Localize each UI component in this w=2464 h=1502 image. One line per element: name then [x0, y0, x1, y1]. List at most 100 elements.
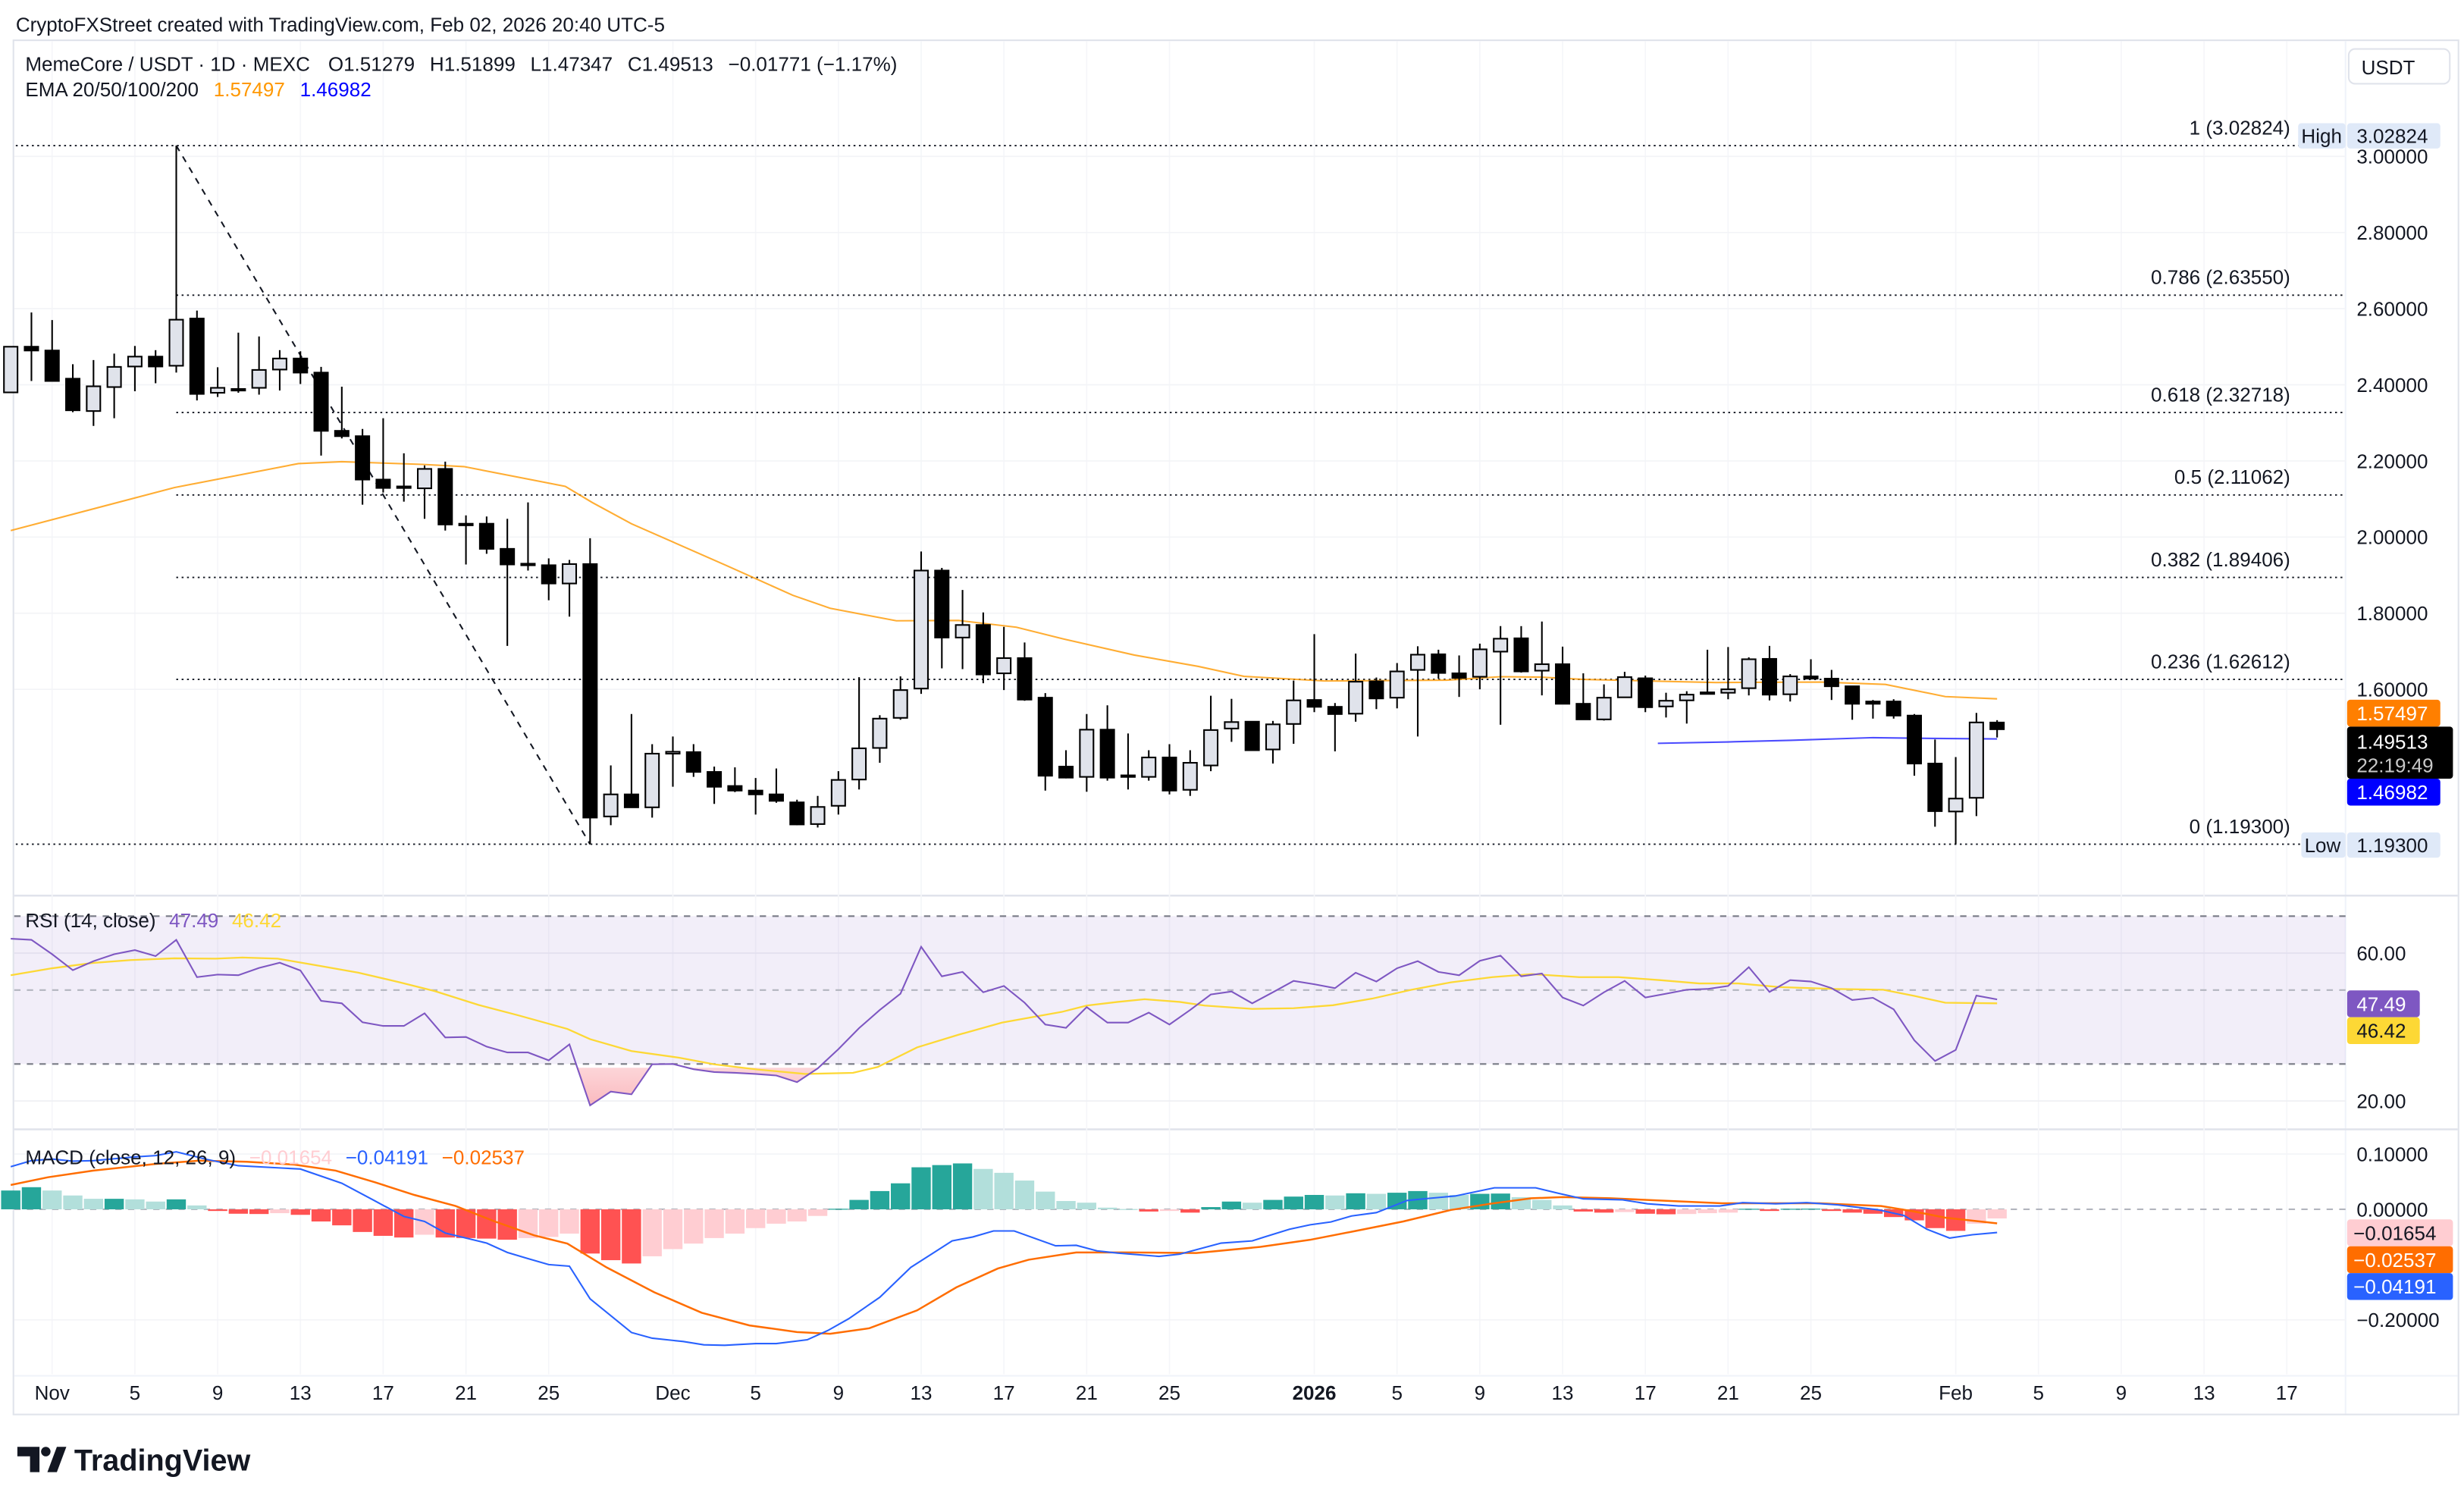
candle[interactable]: [748, 778, 763, 815]
candle[interactable]: [1534, 621, 1550, 696]
macd-histogram-bar[interactable]: [1760, 1209, 1779, 1212]
macd-histogram-bar[interactable]: [622, 1209, 641, 1264]
macd-histogram-bar[interactable]: [1615, 1209, 1635, 1212]
macd-histogram-bar[interactable]: [1242, 1203, 1262, 1209]
macd-histogram-bar[interactable]: [1139, 1209, 1158, 1212]
macd-histogram-bar[interactable]: [187, 1205, 207, 1209]
candle[interactable]: [851, 677, 867, 790]
candle[interactable]: [1389, 663, 1405, 709]
macd-histogram-bar[interactable]: [663, 1209, 683, 1250]
ema-legend[interactable]: EMA 20/50/100/200 1.57497 1.46982: [25, 78, 371, 101]
candle[interactable]: [251, 336, 267, 395]
candle[interactable]: [1409, 646, 1425, 737]
macd-histogram-bar[interactable]: [21, 1187, 42, 1209]
candle[interactable]: [872, 715, 888, 764]
candle[interactable]: [106, 353, 122, 419]
macd-histogram-bar[interactable]: [1014, 1181, 1035, 1209]
candle[interactable]: [1823, 669, 1839, 701]
candle[interactable]: [500, 519, 516, 646]
macd-histogram-bar[interactable]: [83, 1199, 104, 1209]
macd-histogram-bar[interactable]: [42, 1190, 62, 1209]
macd-histogram-bar[interactable]: [787, 1209, 807, 1222]
macd-histogram-bar[interactable]: [684, 1209, 704, 1244]
macd-pane[interactable]: [1, 1151, 2346, 1347]
candle[interactable]: [644, 744, 660, 818]
candle[interactable]: [892, 676, 908, 720]
macd-histogram-bar[interactable]: [849, 1199, 869, 1209]
macd-histogram-bar[interactable]: [1056, 1201, 1076, 1209]
macd-signal-line[interactable]: [10, 1159, 1998, 1335]
macd-histogram-bar[interactable]: [477, 1209, 497, 1239]
macd-histogram-bar[interactable]: [973, 1168, 993, 1209]
candle[interactable]: [1513, 626, 1529, 673]
candle[interactable]: [478, 516, 494, 554]
macd-histogram-bar[interactable]: [104, 1199, 124, 1209]
macd-histogram-bar[interactable]: [1449, 1195, 1469, 1209]
candle[interactable]: [541, 558, 556, 600]
macd-histogram-bar[interactable]: [146, 1201, 165, 1209]
candle[interactable]: [1555, 646, 1571, 705]
macd-line[interactable]: [10, 1151, 1998, 1347]
candle[interactable]: [727, 767, 743, 792]
candle[interactable]: [293, 351, 309, 384]
candle[interactable]: [334, 386, 350, 439]
macd-legend[interactable]: MACD (close, 12, 26, 9) −0.01654 −0.0419…: [25, 1146, 525, 1168]
macd-histogram-bar[interactable]: [1635, 1209, 1655, 1214]
macd-histogram-bar[interactable]: [952, 1163, 973, 1209]
macd-histogram-bar[interactable]: [1097, 1207, 1118, 1209]
macd-histogram-bar[interactable]: [1491, 1193, 1510, 1209]
candle[interactable]: [271, 350, 287, 391]
candle[interactable]: [396, 453, 412, 502]
candle[interactable]: [355, 428, 371, 505]
candle[interactable]: [1865, 700, 1881, 719]
candle[interactable]: [1368, 677, 1384, 710]
macd-histogram-bar[interactable]: [228, 1209, 249, 1214]
macd-histogram-bar[interactable]: [497, 1209, 517, 1240]
candle[interactable]: [230, 332, 246, 394]
macd-histogram-bar[interactable]: [373, 1209, 393, 1236]
candle[interactable]: [996, 626, 1012, 691]
candle[interactable]: [1451, 655, 1467, 698]
macd-histogram-bar[interactable]: [807, 1209, 828, 1216]
macd-histogram-bar[interactable]: [642, 1209, 662, 1256]
candle[interactable]: [1182, 750, 1198, 796]
macd-histogram-bar[interactable]: [125, 1199, 145, 1209]
macd-histogram-bar[interactable]: [1387, 1193, 1407, 1209]
candle[interactable]: [3, 346, 19, 394]
macd-histogram-bar[interactable]: [1698, 1209, 1717, 1214]
macd-histogram-bar[interactable]: [1366, 1193, 1387, 1209]
rsi-legend[interactable]: RSI (14, close) 47.49 46.42: [25, 909, 281, 932]
macd-histogram-bar[interactable]: [1304, 1195, 1324, 1209]
candle[interactable]: [1327, 703, 1343, 751]
candle[interactable]: [1099, 705, 1115, 781]
macd-histogram-bar[interactable]: [1573, 1209, 1594, 1212]
candle[interactable]: [127, 346, 143, 392]
candle[interactable]: [1037, 693, 1053, 791]
candle[interactable]: [1720, 647, 1736, 700]
macd-histogram-bar[interactable]: [1677, 1209, 1697, 1215]
candle[interactable]: [458, 515, 474, 565]
candle[interactable]: [44, 320, 60, 382]
candle[interactable]: [1120, 733, 1136, 790]
macd-histogram-bar[interactable]: [1925, 1209, 1945, 1228]
candle[interactable]: [1306, 634, 1322, 713]
macd-histogram-bar[interactable]: [1718, 1209, 1738, 1213]
candle[interactable]: [1203, 695, 1219, 772]
macd-histogram-bar[interactable]: [725, 1209, 745, 1234]
candle[interactable]: [1906, 713, 1922, 776]
candle[interactable]: [1679, 691, 1694, 724]
symbol-name[interactable]: MemeCore / USDT · 1D · MEXC: [25, 53, 310, 76]
candle[interactable]: [1493, 626, 1509, 725]
macd-histogram-bar[interactable]: [560, 1209, 579, 1234]
macd-histogram-bar[interactable]: [1428, 1193, 1448, 1209]
candle[interactable]: [789, 799, 805, 826]
ema-b-line[interactable]: [1657, 736, 1998, 745]
candle[interactable]: [1161, 744, 1177, 795]
candle[interactable]: [707, 767, 723, 804]
candle[interactable]: [1141, 750, 1157, 781]
macd-histogram-bar[interactable]: [580, 1209, 600, 1254]
macd-histogram-bar[interactable]: [745, 1209, 766, 1228]
rsi-line[interactable]: [11, 938, 1998, 1107]
macd-histogram-bar[interactable]: [208, 1209, 227, 1212]
macd-histogram-bar[interactable]: [1201, 1207, 1221, 1209]
